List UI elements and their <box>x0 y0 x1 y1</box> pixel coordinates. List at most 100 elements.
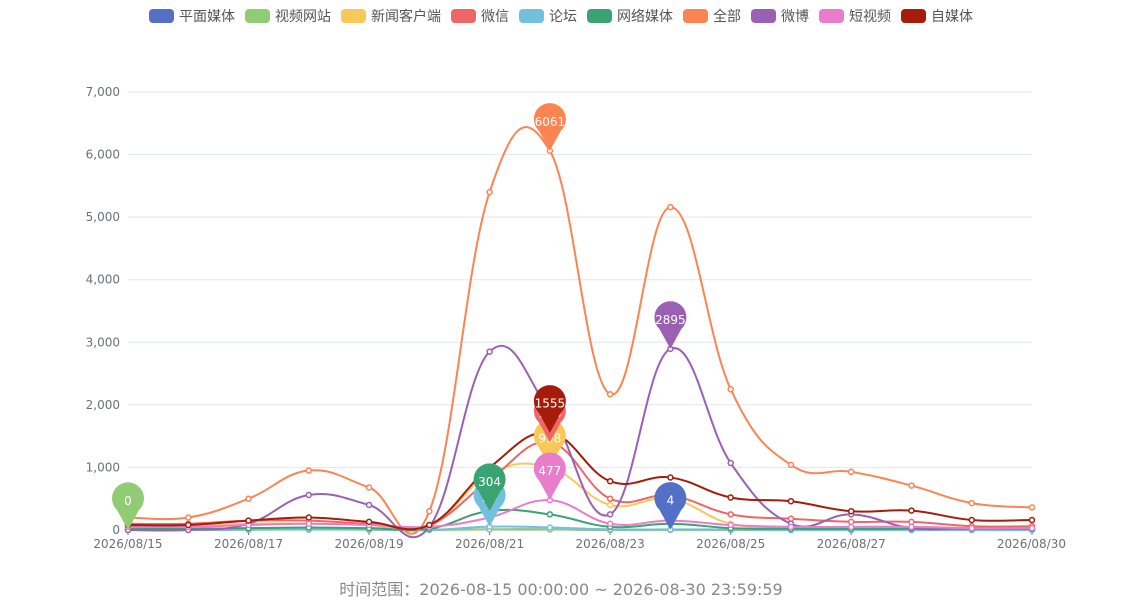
data-point <box>908 518 915 526</box>
legend-item[interactable]: 新闻客户端 <box>341 6 441 26</box>
data-point <box>727 511 734 518</box>
legend-label: 微博 <box>781 9 809 25</box>
data-point <box>968 524 975 532</box>
chart-legend: 平面媒体 视频网站 新闻客户端 微信 论坛 网络媒体 全部 微博 短视频 自媒体 <box>0 6 1122 26</box>
legend-item[interactable]: 论坛 <box>519 6 577 26</box>
y-tick-label: 3,000 <box>86 335 120 349</box>
data-point <box>365 501 373 509</box>
data-point <box>546 511 554 518</box>
x-tick-label: 2026/08/19 <box>334 537 403 551</box>
legend-item[interactable]: 自媒体 <box>901 6 973 26</box>
x-tick-label: 2026/08/27 <box>817 537 886 551</box>
legend-swatch <box>341 9 366 23</box>
marker-label: 6061 <box>535 115 566 129</box>
data-point <box>546 524 554 531</box>
data-point <box>1028 524 1036 532</box>
y-tick-label: 7,000 <box>86 85 120 99</box>
legend-item[interactable]: 视频网站 <box>245 6 331 26</box>
data-point <box>847 523 855 531</box>
marker-label: 477 <box>538 464 561 478</box>
x-tick-label: 2026/08/23 <box>576 537 645 551</box>
data-point <box>1028 504 1036 511</box>
time-range-label: 时间范围： <box>339 580 420 599</box>
legend-label: 论坛 <box>549 9 577 25</box>
max-marker <box>654 482 687 530</box>
max-marker <box>533 103 566 151</box>
data-point <box>426 507 433 515</box>
y-tick-label: 2,000 <box>86 398 120 412</box>
line-chart: 0 1,000 2,000 3,000 4,000 5,000 6,000 7,000 2026… <box>86 85 1066 551</box>
data-point <box>727 459 734 467</box>
data-point <box>727 494 734 501</box>
legend-swatch <box>451 9 476 23</box>
legend-swatch <box>751 9 776 23</box>
y-tick-label: 0 <box>112 523 120 537</box>
max-marker <box>473 463 506 511</box>
data-point <box>365 518 373 526</box>
data-point <box>606 520 614 527</box>
marker-label: 4 <box>667 494 675 508</box>
x-tick-label: 2026/08/21 <box>455 537 524 551</box>
data-point <box>968 499 975 507</box>
data-point <box>365 484 373 491</box>
legend-label: 全部 <box>713 9 741 25</box>
legend-swatch <box>683 9 708 23</box>
legend-item[interactable]: 全部 <box>683 6 741 26</box>
max-marker <box>654 301 687 349</box>
legend-label: 视频网站 <box>275 9 331 25</box>
legend-item[interactable]: 微信 <box>451 6 509 26</box>
data-point <box>185 521 192 529</box>
data-point <box>606 477 614 485</box>
marker-label: 2895 <box>655 313 686 327</box>
legend-swatch <box>149 9 174 23</box>
data-point <box>426 521 433 529</box>
data-point <box>305 514 313 521</box>
max-marker <box>112 482 144 530</box>
data-point <box>847 507 855 515</box>
x-tick-label: 2026/08/30 <box>997 537 1066 551</box>
x-tick-label: 2026/08/25 <box>696 537 765 551</box>
data-point <box>908 482 915 489</box>
legend-label: 自媒体 <box>931 9 973 25</box>
data-point <box>606 501 614 509</box>
data-point <box>486 348 493 355</box>
legend-swatch <box>587 9 612 23</box>
y-tick-label: 4,000 <box>86 273 120 287</box>
data-point <box>667 203 674 211</box>
data-point <box>787 497 795 505</box>
data-point <box>787 515 795 522</box>
data-point <box>968 516 975 524</box>
legend-label: 平面媒体 <box>179 9 235 25</box>
data-point <box>727 521 734 529</box>
x-tick-label: 2026/08/15 <box>93 537 162 551</box>
max-marker <box>533 419 566 468</box>
data-point <box>185 514 192 521</box>
data-point <box>245 495 252 502</box>
data-point <box>305 491 313 499</box>
data-point <box>908 507 915 514</box>
data-point <box>486 188 493 196</box>
legend-item[interactable]: 微博 <box>751 6 809 26</box>
legend-label: 短视频 <box>849 9 891 25</box>
series-line <box>127 525 1032 532</box>
x-tick-label: 2026/08/17 <box>214 537 283 551</box>
legend-swatch <box>901 9 926 23</box>
legend-label: 网络媒体 <box>617 9 673 25</box>
legend-item[interactable]: 短视频 <box>819 6 891 26</box>
legend-swatch <box>519 9 544 23</box>
data-point <box>245 517 252 524</box>
max-marker <box>533 452 566 501</box>
data-point <box>847 518 855 526</box>
data-point <box>1028 516 1036 524</box>
series-line <box>127 344 1032 539</box>
time-range-value: 2026-08-15 00:00:00 ~ 2026-08-30 23:59:5… <box>419 580 783 599</box>
y-tick-label: 6,000 <box>86 148 120 162</box>
data-point <box>667 474 674 481</box>
legend-item[interactable]: 平面媒体 <box>149 6 235 26</box>
data-point <box>305 520 313 527</box>
legend-swatch <box>245 9 270 23</box>
series-line <box>127 499 1033 530</box>
legend-item[interactable]: 网络媒体 <box>587 6 673 26</box>
marker-label: 1555 <box>535 397 566 411</box>
data-point <box>908 523 915 531</box>
